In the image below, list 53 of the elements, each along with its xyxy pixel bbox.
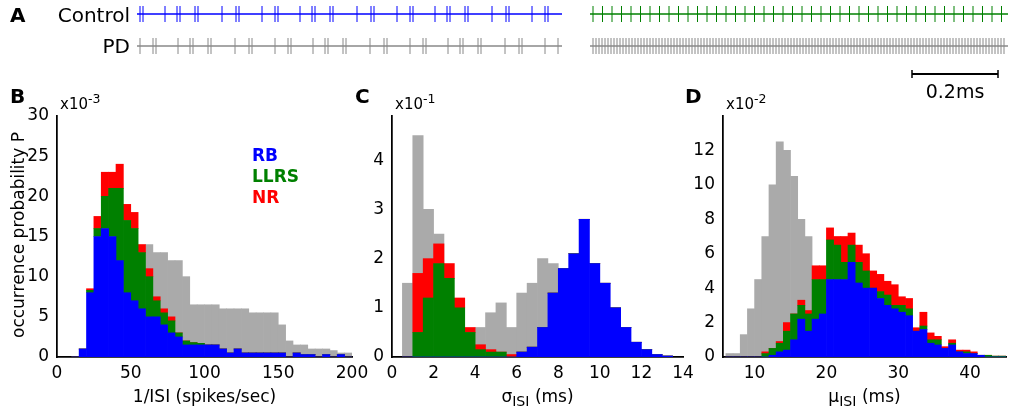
chart-title: D bbox=[685, 84, 702, 108]
x-tick-label: 150 bbox=[262, 361, 295, 382]
x-tick-label: 8 bbox=[552, 361, 564, 382]
y-tick-label: 15 bbox=[27, 224, 49, 245]
text: LLRS bbox=[252, 166, 299, 187]
y-tick-label: 0 bbox=[704, 345, 715, 366]
y-tick-label: 8 bbox=[704, 207, 715, 228]
y-axis-title: occurrence probability P bbox=[8, 132, 28, 338]
x-axis-title: 1/ISI (spikes/sec) bbox=[131, 386, 278, 406]
x-tick-label: 12 bbox=[630, 361, 653, 382]
x-tick-label: 20 bbox=[815, 361, 838, 382]
y-tick-label: 10 bbox=[693, 173, 715, 194]
x-tick-label: 14 bbox=[672, 361, 694, 382]
text: A bbox=[10, 3, 26, 27]
y-tick-label: 30 bbox=[27, 104, 49, 125]
y-tick-label: 4 bbox=[373, 148, 384, 169]
x-tick-label: 4 bbox=[469, 361, 481, 382]
y-tick-label: 1 bbox=[373, 296, 384, 317]
x-tick-label: 10 bbox=[743, 361, 766, 382]
y-tick-label: 6 bbox=[704, 242, 715, 263]
text: 0.2ms bbox=[924, 80, 986, 102]
y-tick-label: 25 bbox=[27, 144, 49, 165]
x-tick-label: 10 bbox=[589, 361, 611, 382]
y-tick-label: 2 bbox=[704, 310, 715, 331]
chart-title: C bbox=[355, 84, 370, 108]
y-tick-label: 5 bbox=[38, 305, 49, 326]
x-tick-label: 0 bbox=[51, 361, 63, 382]
chart-title: B bbox=[10, 84, 26, 108]
text: PD bbox=[101, 34, 130, 58]
y-tick-label: 12 bbox=[693, 138, 715, 159]
x-tick-label: 50 bbox=[119, 361, 142, 382]
text: Control bbox=[56, 3, 130, 27]
x-tick-label: 0 bbox=[386, 361, 398, 382]
y-tick-label: 2 bbox=[373, 247, 384, 268]
text: x10$^{-1}$ bbox=[395, 91, 436, 113]
x-axis-title: μ$_{ISI}$ (ms) bbox=[827, 386, 902, 410]
text: x10$^{-2}$ bbox=[726, 91, 767, 113]
y-tick-label: 20 bbox=[27, 184, 49, 205]
text: RB bbox=[252, 145, 279, 166]
x-axis-title: σ$_{ISI}$ (ms) bbox=[500, 386, 575, 410]
y-tick-label: 3 bbox=[373, 197, 384, 218]
x-tick-label: 2 bbox=[428, 361, 439, 382]
y-tick-label: 10 bbox=[27, 265, 49, 286]
text: NR bbox=[252, 187, 280, 208]
x-tick-label: 6 bbox=[511, 361, 523, 382]
y-tick-label: 0 bbox=[373, 345, 384, 366]
y-tick-label: 0 bbox=[38, 345, 49, 366]
x-tick-label: 200 bbox=[335, 361, 369, 382]
x-tick-label: 100 bbox=[188, 361, 221, 382]
x-tick-label: 30 bbox=[887, 361, 910, 382]
text: x10$^{-3}$ bbox=[60, 91, 101, 113]
y-tick-label: 4 bbox=[704, 276, 715, 297]
x-tick-label: 40 bbox=[959, 361, 981, 382]
